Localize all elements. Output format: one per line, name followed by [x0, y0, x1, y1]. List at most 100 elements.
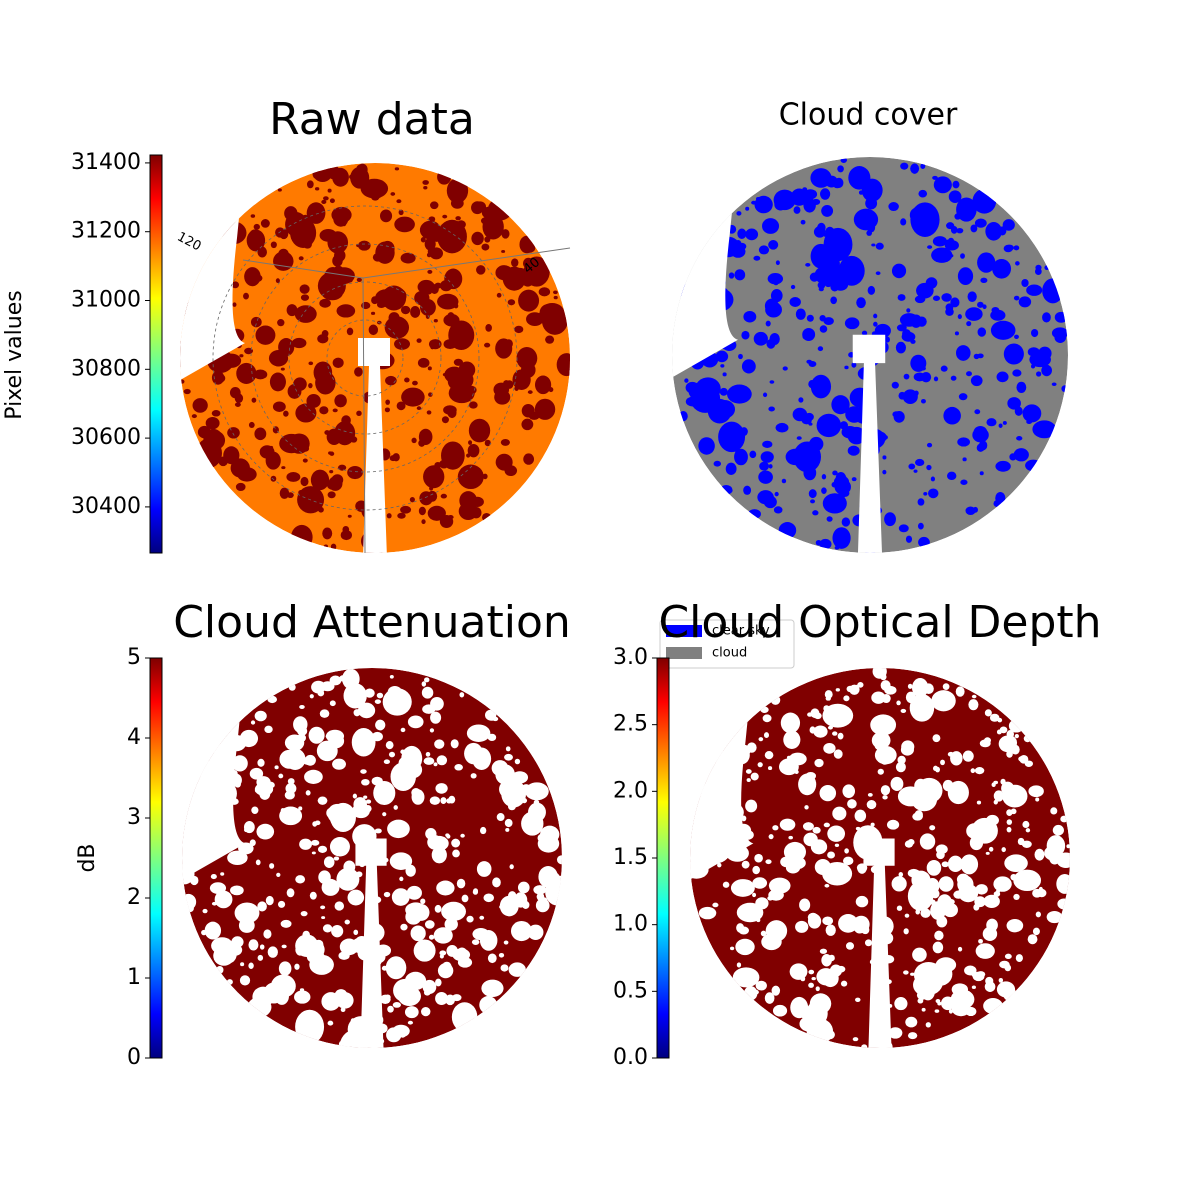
blob [309, 962, 316, 969]
blob [232, 465, 240, 473]
blob [278, 961, 292, 976]
blob [867, 285, 876, 295]
blob [1003, 343, 1024, 365]
blob [861, 1044, 868, 1048]
blob [743, 310, 757, 323]
blob [230, 885, 244, 896]
blob [417, 279, 435, 294]
blob [833, 749, 843, 759]
blob [472, 889, 479, 895]
blob [264, 452, 272, 459]
blob [459, 692, 465, 698]
blob [947, 855, 964, 872]
blob [829, 827, 842, 838]
blob [1015, 954, 1023, 963]
blob [257, 954, 264, 961]
blob [385, 399, 390, 405]
blob [411, 437, 417, 444]
blob [284, 790, 295, 800]
blob [914, 810, 923, 820]
blob [448, 320, 475, 350]
blob [205, 430, 226, 450]
blob [884, 685, 897, 695]
blob [394, 338, 410, 350]
blob [317, 796, 328, 805]
blob [923, 683, 934, 695]
blob [1010, 808, 1017, 815]
blob [360, 769, 367, 774]
blob [891, 381, 899, 389]
blob [263, 929, 272, 939]
blob [816, 413, 842, 438]
blob [418, 506, 426, 516]
blob [1006, 918, 1024, 933]
blob [752, 865, 761, 875]
blob [964, 965, 977, 976]
blob [821, 474, 827, 480]
blob [300, 476, 309, 487]
blob [508, 962, 526, 977]
blob [1015, 261, 1020, 266]
blob [851, 361, 857, 368]
blob [823, 317, 834, 325]
blob [1032, 874, 1038, 879]
blob [370, 311, 376, 315]
blob [901, 740, 915, 754]
blob [468, 401, 478, 409]
blob [527, 390, 533, 394]
blob [456, 220, 466, 229]
blob [278, 338, 295, 357]
blob [966, 321, 972, 327]
blob [842, 856, 854, 866]
blob [783, 730, 801, 749]
blob [269, 372, 286, 392]
blob [442, 214, 448, 219]
blob [411, 787, 421, 798]
blob [972, 188, 997, 214]
legend-label: cloud [712, 646, 747, 661]
blob [216, 966, 224, 974]
blob [441, 901, 466, 922]
blob [809, 726, 816, 734]
blob [314, 187, 320, 191]
blob [788, 835, 793, 840]
blob [514, 892, 528, 908]
blob [730, 245, 746, 258]
blob [832, 527, 851, 549]
blob [921, 1007, 926, 1012]
blob [995, 460, 1011, 472]
blob [958, 393, 968, 401]
blob [334, 249, 346, 262]
blob [1021, 840, 1032, 848]
blob [843, 695, 850, 702]
blob [244, 267, 261, 287]
blob [828, 872, 838, 882]
blob [722, 436, 730, 443]
blob [911, 677, 929, 698]
blob [905, 535, 913, 543]
blob [431, 846, 447, 864]
blob [243, 292, 249, 300]
blob [239, 729, 259, 748]
blob [507, 299, 516, 306]
blob [918, 189, 928, 198]
blob [525, 782, 549, 801]
blob [277, 900, 286, 908]
blob [928, 488, 939, 499]
blob [782, 366, 788, 371]
blob [814, 758, 824, 768]
blob [444, 917, 458, 931]
blob [256, 823, 275, 840]
blob [365, 799, 372, 804]
blob [521, 797, 528, 804]
blob [962, 457, 967, 462]
blob [945, 307, 954, 316]
blob [908, 463, 916, 470]
blob [753, 331, 768, 346]
blob [1012, 369, 1022, 377]
blob [430, 344, 435, 350]
blob [405, 909, 422, 925]
blob [338, 951, 350, 960]
blob [888, 1027, 903, 1039]
blob [741, 860, 750, 869]
